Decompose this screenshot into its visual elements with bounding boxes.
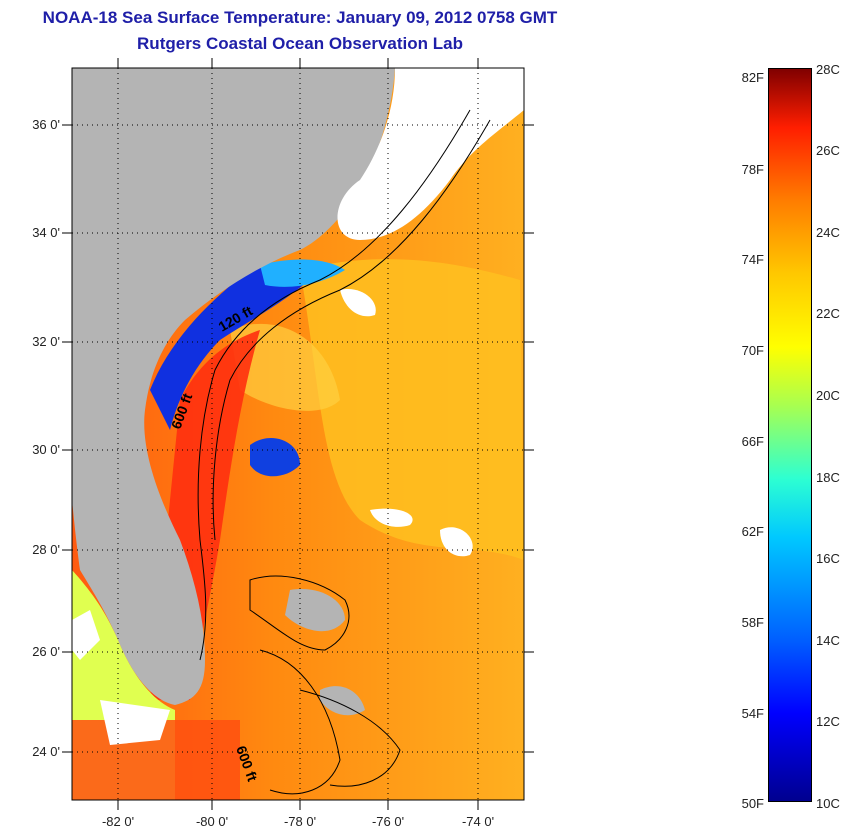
lon-label: -82 0' bbox=[101, 814, 135, 829]
colorbar-f-label: 66F bbox=[741, 434, 764, 449]
map-subtitle: Rutgers Coastal Ocean Observation Lab bbox=[137, 34, 463, 53]
colorbar-c-label: 20C bbox=[816, 388, 840, 403]
colorbar-c-label: 28C bbox=[816, 62, 840, 77]
colorbar-f-label: 70F bbox=[741, 343, 764, 358]
lon-label: -74 0' bbox=[461, 814, 495, 829]
colorbar-c-label: 14C bbox=[816, 633, 840, 648]
colorbar-c-label: 22C bbox=[816, 306, 840, 321]
colorbar-f-label: 74F bbox=[741, 252, 764, 267]
lat-label: 36 0' bbox=[32, 117, 60, 132]
axis-ticks bbox=[62, 58, 534, 810]
lat-label: 30 0' bbox=[32, 442, 60, 457]
cool-shelf-water bbox=[260, 259, 345, 287]
cloud-patch bbox=[370, 508, 413, 527]
lat-label: 28 0' bbox=[32, 542, 60, 557]
lat-label: 32 0' bbox=[32, 334, 60, 349]
contour-line bbox=[259, 649, 341, 795]
colorbar-c-label: 10C bbox=[816, 796, 840, 811]
colorbar-f-label: 50F bbox=[741, 796, 764, 811]
sst-yellow-region bbox=[300, 259, 524, 560]
colorbar-f-label: 58F bbox=[741, 615, 764, 630]
colorbar-f-label: 82F bbox=[741, 70, 764, 85]
colorbar-gradient bbox=[768, 68, 812, 802]
colorbar-f-label: 54F bbox=[741, 706, 764, 721]
lat-label: 24 0' bbox=[32, 744, 60, 759]
colorbar-f-label: 78F bbox=[741, 162, 764, 177]
contour-line bbox=[197, 109, 471, 661]
cloud-patch bbox=[440, 527, 473, 557]
bahamas-island bbox=[320, 686, 365, 716]
map-frame bbox=[71, 67, 525, 801]
contour-line bbox=[249, 575, 350, 651]
bahamas-land bbox=[285, 589, 345, 632]
cold-shelf-water bbox=[150, 260, 320, 430]
cloud-patch bbox=[340, 289, 376, 317]
lon-label: -80 0' bbox=[195, 814, 229, 829]
cold-eddy bbox=[250, 437, 300, 477]
lat-label: 26 0' bbox=[32, 644, 60, 659]
cloud-cover bbox=[337, 68, 524, 240]
lon-label: -78 0' bbox=[283, 814, 317, 829]
map-title: NOAA-18 Sea Surface Temperature: January… bbox=[42, 8, 558, 27]
colorbar-c-label: 12C bbox=[816, 714, 840, 729]
temperature-colorbar bbox=[768, 68, 812, 802]
contour-line bbox=[299, 689, 401, 787]
cloud-patch bbox=[72, 610, 100, 660]
colorbar-c-label: 18C bbox=[816, 470, 840, 485]
colorbar-c-label: 26C bbox=[816, 143, 840, 158]
lon-label: -76 0' bbox=[371, 814, 405, 829]
colorbar-c-label: 24C bbox=[816, 225, 840, 240]
land-mass bbox=[72, 68, 395, 705]
map-grid bbox=[72, 68, 524, 800]
colorbar-f-label: 62F bbox=[741, 524, 764, 539]
lat-label: 34 0' bbox=[32, 225, 60, 240]
colorbar-c-label: 16C bbox=[816, 551, 840, 566]
sst-yellow-patch bbox=[230, 323, 340, 411]
contour-line bbox=[212, 119, 491, 541]
